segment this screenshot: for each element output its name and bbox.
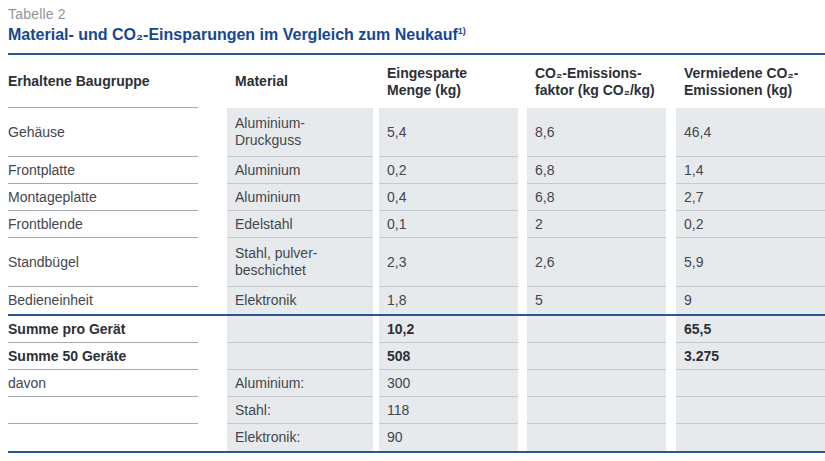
table-row-baugruppe: Standbügel: [8, 238, 227, 287]
table-row-menge: 118: [379, 397, 518, 424]
table-header-row: Erhaltene Baugruppe Material Eingesparte…: [8, 55, 825, 108]
table-row-baugruppe: davon: [8, 370, 227, 397]
column-gutter: [518, 370, 527, 397]
table-row-menge: 0,1: [379, 211, 518, 238]
table-row-material: Stahl:: [227, 397, 373, 424]
column-gutter: [666, 211, 676, 238]
table-row-menge: 0,2: [379, 157, 518, 184]
table-row-material: Elektronik: [227, 287, 373, 314]
table-row-menge: 90: [379, 424, 518, 451]
document-page: Tabelle 2 Material- und CO₂-Einsparungen…: [0, 6, 825, 453]
column-gutter: [666, 157, 676, 184]
table-row-baugruppe: Frontblende: [8, 211, 227, 238]
table-row-emissionen: 2,7: [676, 184, 825, 211]
table-row-menge: 5,4: [379, 108, 518, 157]
table-row-menge: 300: [379, 370, 518, 397]
table-row-emissionen: 65,5: [676, 316, 825, 343]
table-row-baugruppe: [8, 397, 227, 424]
table-row-faktor: [527, 397, 666, 424]
table-row-emissionen: 5,9: [676, 238, 825, 287]
column-gutter: [666, 238, 676, 287]
column-gutter: [666, 108, 676, 157]
table-row-baugruppe: Montageplatte: [8, 184, 227, 211]
column-gutter: [666, 55, 676, 108]
table-row-menge: 1,8: [379, 287, 518, 314]
table-row-baugruppe: Bedieneinheit: [8, 287, 227, 314]
column-gutter: [666, 424, 676, 451]
column-gutter: [666, 370, 676, 397]
table-row-material: Aluminium: [227, 157, 373, 184]
table-row-baugruppe: Summe 50 Geräte: [8, 343, 227, 370]
table-row-faktor: 2: [527, 211, 666, 238]
table-row-faktor: 8,6: [527, 108, 666, 157]
table-row-material: Aluminium:: [227, 370, 373, 397]
table-row-emissionen: 3.275: [676, 343, 825, 370]
table-eyebrow-label: Tabelle 2: [8, 6, 825, 22]
table-row-faktor: [527, 316, 666, 343]
table-body: Gehäuse Aluminium- Druckguss 5,4 8,6 46,…: [8, 108, 825, 453]
table-row-emissionen: 46,4: [676, 108, 825, 157]
table-row-baugruppe: [8, 424, 227, 451]
footnote-marker: 1): [458, 26, 466, 36]
column-gutter: [666, 343, 676, 370]
table-row-faktor: 6,8: [527, 184, 666, 211]
table-row-material: Stahl, pulver- beschichtet: [227, 238, 373, 287]
table-row-menge: 2,3: [379, 238, 518, 287]
column-gutter: [666, 316, 676, 343]
table-row-baugruppe: Gehäuse: [8, 108, 227, 157]
column-gutter: [518, 211, 527, 238]
table-title: Material- und CO₂-Einsparungen im Vergle…: [8, 26, 825, 44]
table-row-emissionen: 9: [676, 287, 825, 314]
table-row-faktor: 5: [527, 287, 666, 314]
table-row-faktor: [527, 343, 666, 370]
column-gutter: [666, 397, 676, 424]
table-row-material: Edelstahl: [227, 211, 373, 238]
column-gutter: [518, 316, 527, 343]
table-title-text: Material- und CO₂-Einsparungen im Vergle…: [8, 26, 458, 43]
column-gutter: [518, 287, 527, 314]
column-gutter: [518, 108, 527, 157]
table-row-emissionen: [676, 370, 825, 397]
table-row-faktor: 2,6: [527, 238, 666, 287]
header-eingesparte-menge: Eingesparte Menge (kg): [379, 55, 518, 108]
table-row-emissionen: [676, 424, 825, 451]
column-gutter: [666, 184, 676, 211]
column-gutter: [518, 397, 527, 424]
header-vermiedene-emissionen: Vermiedene CO₂- Emissionen (kg): [676, 55, 825, 108]
table-row-material: Elektronik:: [227, 424, 373, 451]
table-row-faktor: [527, 370, 666, 397]
header-co2-emissionsfaktor: CO₂-Emissions- faktor (kg CO₂/kg): [527, 55, 666, 108]
table-row-material: [227, 316, 373, 343]
table-row-menge: 508: [379, 343, 518, 370]
table-row-emissionen: 1,4: [676, 157, 825, 184]
table-row-baugruppe: Frontplatte: [8, 157, 227, 184]
table-row-emissionen: 0,2: [676, 211, 825, 238]
column-gutter: [518, 55, 527, 108]
table-row-menge: 10,2: [379, 316, 518, 343]
column-gutter: [518, 157, 527, 184]
bottom-rule: [8, 451, 825, 453]
column-gutter: [518, 424, 527, 451]
table-row-material: [227, 343, 373, 370]
column-gutter: [518, 184, 527, 211]
table-row-material: Aluminium: [227, 184, 373, 211]
table-row-faktor: 6,8: [527, 157, 666, 184]
table-row-baugruppe: Summe pro Gerät: [8, 316, 227, 343]
header-erhaltene-baugruppe: Erhaltene Baugruppe: [8, 55, 227, 108]
column-gutter: [666, 287, 676, 314]
column-gutter: [518, 238, 527, 287]
table-row-faktor: [527, 424, 666, 451]
header-material: Material: [227, 55, 373, 108]
column-gutter: [518, 343, 527, 370]
table-row-emissionen: [676, 397, 825, 424]
table-row-material: Aluminium- Druckguss: [227, 108, 373, 157]
table-row-menge: 0,4: [379, 184, 518, 211]
